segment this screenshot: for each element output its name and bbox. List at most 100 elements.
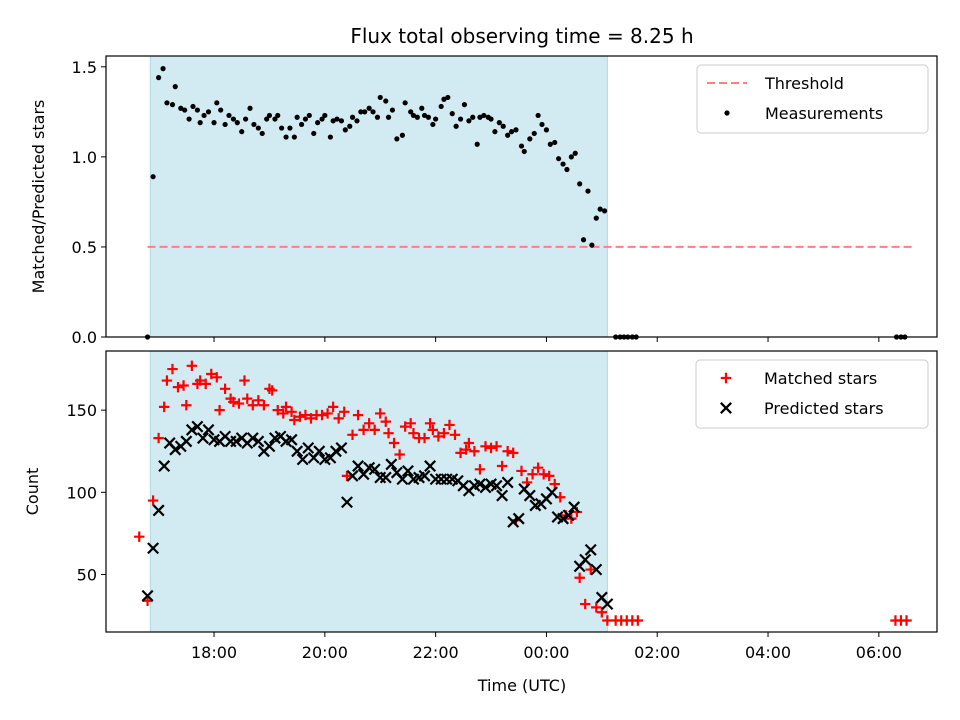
data-point [632, 615, 644, 626]
data-point [585, 564, 596, 575]
data-point [164, 100, 170, 106]
data-point [194, 107, 201, 113]
data-point [214, 404, 225, 416]
data-point [374, 114, 381, 120]
data-point [481, 112, 487, 119]
legend-box [696, 64, 929, 134]
series-matched-stars [134, 360, 912, 626]
data-point [496, 460, 508, 472]
data-point [491, 441, 502, 452]
data-point [490, 479, 503, 492]
y-tick-label: 50 [77, 565, 97, 584]
data-point [370, 109, 376, 115]
data-point [516, 465, 527, 477]
data-point [190, 103, 196, 110]
data-point [330, 118, 336, 124]
data-point [485, 442, 497, 454]
data-point [191, 420, 204, 433]
data-point [278, 408, 289, 419]
data-point [419, 432, 430, 444]
data-point [383, 427, 394, 439]
data-point [377, 94, 383, 101]
data-point [557, 512, 570, 525]
y-axis-label: Count [23, 468, 42, 516]
y-axis-label: Matched/Predicted stars [29, 100, 48, 294]
data-point [230, 116, 237, 122]
data-point [160, 66, 166, 72]
data-point [228, 396, 239, 408]
data-point [272, 404, 283, 416]
data-point [338, 118, 345, 124]
data-point [186, 116, 192, 122]
data-point [347, 123, 353, 129]
y-tick-label: 1.0 [72, 148, 97, 167]
data-point [501, 476, 514, 489]
data-point [185, 423, 198, 436]
data-point [196, 432, 209, 445]
series-predicted-stars [141, 420, 614, 611]
data-point [302, 441, 315, 454]
data-point [535, 112, 541, 119]
data-point [385, 114, 392, 120]
data-point [202, 423, 215, 436]
data-point [502, 446, 513, 457]
data-point [463, 437, 475, 449]
data-point [161, 375, 173, 386]
data-point [405, 418, 416, 429]
data-point [197, 120, 203, 126]
data-point [354, 118, 360, 124]
data-point [523, 489, 536, 502]
observing-window [149, 350, 608, 633]
data-point [322, 112, 328, 119]
data-point [473, 478, 486, 491]
data-point [315, 120, 321, 126]
data-point [507, 447, 519, 459]
data-point [532, 462, 544, 473]
data-point [579, 553, 592, 566]
legend-label: Measurements [765, 104, 883, 123]
data-point [233, 398, 245, 409]
data-point [457, 116, 464, 122]
data-point [311, 130, 317, 137]
data-point [590, 563, 603, 576]
data-point [496, 489, 509, 502]
data-point [401, 464, 414, 477]
data-point [347, 429, 358, 441]
data-point [234, 120, 240, 126]
data-point [562, 509, 575, 522]
legend-box [695, 359, 929, 429]
data-point [368, 463, 381, 476]
data-point [222, 121, 228, 128]
x-tick-label: 06:00 [856, 643, 902, 662]
data-point [556, 156, 562, 162]
data-point [300, 409, 311, 421]
data-point [538, 469, 549, 480]
data-point [444, 419, 455, 431]
data-point [527, 136, 533, 142]
data-point [518, 143, 525, 149]
data-point [427, 424, 439, 436]
data-point [527, 469, 538, 480]
axes-frame [105, 55, 938, 338]
data-point [352, 409, 364, 421]
data-point [418, 469, 431, 482]
data-point [379, 471, 392, 484]
data-point [394, 449, 405, 460]
data-point [239, 129, 245, 135]
y-tick-label: 0.0 [72, 328, 97, 347]
data-point [474, 464, 486, 475]
data-point [577, 181, 583, 187]
data-point [218, 107, 224, 113]
data-point [424, 460, 437, 473]
legend-marker [720, 372, 732, 384]
data-point [156, 75, 162, 81]
data-point [259, 130, 265, 137]
data-point [543, 127, 550, 133]
data-point [539, 121, 545, 128]
data-point [580, 237, 587, 243]
data-point [362, 109, 368, 115]
data-point [302, 116, 309, 122]
legend-label: Predicted stars [764, 399, 884, 418]
observing-window [149, 55, 608, 338]
